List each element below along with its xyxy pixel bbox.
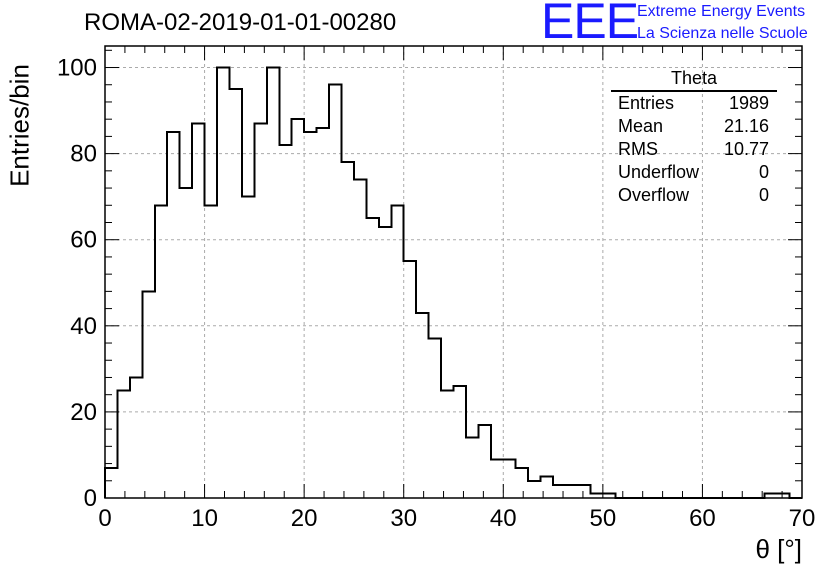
- y-tick-label: 100: [57, 55, 97, 82]
- stat-value: 0: [758, 185, 769, 205]
- stat-label: Entries: [618, 93, 675, 113]
- y-axis-label: Entries/bin: [4, 64, 35, 187]
- x-tick-label: 40: [490, 505, 517, 532]
- stat-label: Overflow: [618, 185, 690, 205]
- plot-title: ROMA-02-2019-01-01-00280: [84, 9, 397, 36]
- brand-line-2: La Scienza nelle Scuole: [637, 25, 808, 42]
- stat-row-mean: Mean 21.16: [611, 115, 777, 138]
- stat-value: 21.16: [723, 116, 769, 136]
- stat-row-entries: Entries 1989: [611, 92, 777, 115]
- y-tick-label: 0: [84, 485, 97, 512]
- plot-frame: [104, 45, 803, 499]
- y-tick-label: 20: [70, 399, 97, 426]
- stat-value: 1989: [728, 93, 769, 113]
- x-tick-label: 0: [98, 505, 111, 532]
- x-tick-label: 60: [689, 505, 716, 532]
- brand-line-1: Extreme Energy Events: [637, 3, 806, 20]
- stats-title: Theta: [611, 66, 777, 92]
- y-tick-label: 40: [70, 313, 97, 340]
- x-tick-label: 70: [789, 505, 816, 532]
- stat-row-rms: RMS 10.77: [611, 138, 777, 161]
- x-tick-label: 50: [590, 505, 617, 532]
- y-tick-label: 60: [70, 227, 97, 254]
- stats-box: Theta Entries 1989 Mean 21.16 RMS 10.77 …: [611, 66, 777, 207]
- x-tick-label: 20: [291, 505, 318, 532]
- y-tick-label: 80: [70, 141, 97, 168]
- stat-value: 10.77: [723, 139, 769, 159]
- x-tick-label: 30: [390, 505, 417, 532]
- stat-label: RMS: [618, 139, 658, 159]
- x-axis-label: θ [°]: [755, 534, 802, 564]
- stat-label: Mean: [618, 116, 664, 136]
- eee-logo: EEE: [541, 0, 639, 49]
- stat-row-underflow: Underflow 0: [611, 161, 777, 184]
- stat-label: Underflow: [618, 162, 700, 182]
- stat-value: 0: [758, 162, 769, 182]
- stat-row-overflow: Overflow 0: [611, 184, 777, 207]
- x-tick-label: 10: [191, 505, 218, 532]
